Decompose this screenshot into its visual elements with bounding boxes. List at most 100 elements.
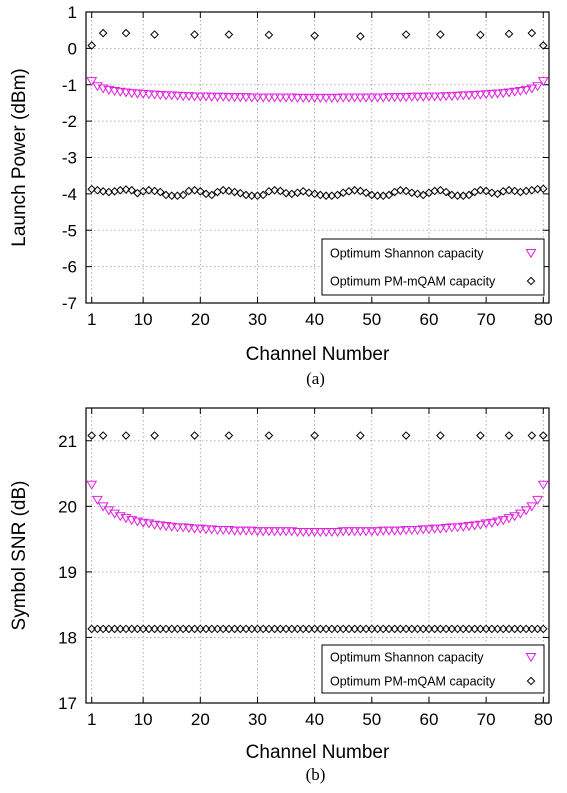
data-point: [98, 187, 108, 196]
data-point: [257, 93, 269, 103]
data-point: [383, 93, 395, 103]
data-point: [144, 624, 154, 634]
data-point: [384, 624, 394, 634]
data-point: [223, 93, 235, 103]
data-point: [406, 525, 418, 536]
y-axis-label: Symbol SNR (dB): [9, 481, 30, 631]
data-point: [86, 480, 98, 490]
panel-caption: (a): [306, 369, 325, 388]
data-point: [253, 624, 262, 634]
data-point: [356, 186, 365, 196]
data-point: [114, 87, 126, 97]
data-point: [504, 624, 514, 634]
x-tick-label: 50: [362, 710, 381, 729]
data-point: [453, 191, 462, 201]
data-point: [241, 624, 251, 634]
data-point: [504, 29, 514, 39]
data-point: [453, 624, 462, 634]
data-point: [251, 93, 263, 103]
y-tick-label: -3: [62, 149, 77, 168]
data-point: [298, 624, 308, 634]
data-point: [120, 88, 132, 98]
data-point: [401, 624, 411, 634]
data-point: [150, 624, 159, 634]
data-point: [361, 624, 371, 634]
data-point: [251, 527, 263, 537]
data-point: [156, 187, 165, 197]
x-tick-label: 80: [534, 710, 553, 729]
data-point: [211, 525, 223, 536]
data-point: [476, 624, 485, 634]
data-point: [441, 624, 451, 634]
y-tick-label: 19: [58, 563, 77, 582]
data-point: [229, 526, 241, 536]
data-point: [263, 93, 275, 103]
y-tick-label: 1: [68, 3, 77, 22]
y-tick-label: -1: [62, 76, 77, 95]
data-point: [154, 521, 166, 531]
data-point: [93, 624, 102, 634]
data-point: [367, 190, 377, 200]
data-point: [474, 520, 486, 530]
data-point: [229, 93, 241, 103]
data-point: [287, 624, 297, 634]
y-tick-label: 17: [58, 694, 77, 713]
data-point: [527, 431, 537, 440]
data-point: [298, 187, 308, 196]
data-point: [493, 624, 502, 634]
x-tick-label: 80: [534, 310, 553, 329]
data-point: [276, 186, 285, 196]
data-point: [224, 30, 234, 39]
data-point: [217, 525, 229, 536]
data-point: [230, 624, 239, 634]
panel-a: 1 10 20 30 40 50 60 70 8010-1-2-3-4-5-6-7Channel…: [9, 3, 553, 388]
data-point: [230, 187, 239, 197]
data-point: [87, 41, 97, 50]
x-tick-label: 10: [134, 310, 153, 329]
data-point: [464, 624, 474, 634]
data-point: [326, 527, 338, 538]
data-point: [372, 527, 384, 537]
data-point: [131, 89, 143, 99]
data-point: [394, 93, 406, 103]
data-point: [469, 521, 481, 531]
data-point: [264, 431, 274, 440]
data-point: [333, 624, 342, 634]
data-point: [314, 527, 326, 538]
data-point: [200, 92, 212, 102]
data-point: [160, 522, 172, 532]
data-point: [430, 624, 439, 634]
legend-box: [321, 644, 545, 694]
data-point: [350, 624, 359, 634]
data-point: [366, 93, 378, 103]
data-point: [257, 527, 269, 537]
data-point: [218, 185, 228, 195]
data-point: [234, 93, 246, 103]
data-point: [264, 30, 274, 40]
data-point: [190, 624, 199, 634]
data-point: [166, 522, 178, 532]
legend-marker: [525, 249, 537, 259]
data-point: [269, 527, 281, 537]
data-point: [434, 524, 446, 534]
data-point: [343, 527, 355, 537]
data-point: [280, 93, 292, 103]
data-point: [407, 188, 417, 198]
data-point: [407, 624, 417, 634]
legend-marker: [525, 653, 537, 663]
data-point: [476, 30, 485, 40]
data-point: [154, 90, 166, 101]
data-point: [440, 92, 452, 102]
data-point: [377, 526, 389, 536]
data-point: [497, 516, 509, 526]
data-point: [310, 31, 319, 40]
data-point: [137, 89, 149, 99]
data-point: [274, 93, 286, 103]
y-tick-label: -7: [62, 294, 77, 313]
data-point: [332, 93, 343, 103]
data-point: [207, 624, 217, 634]
data-point: [383, 526, 395, 536]
data-point: [303, 93, 315, 103]
x-tick-label: 10: [134, 710, 153, 729]
